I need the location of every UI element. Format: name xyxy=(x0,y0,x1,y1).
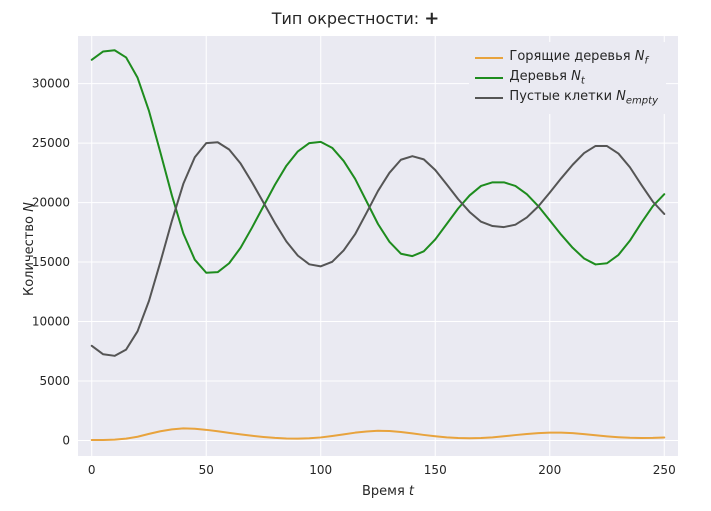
legend-label: Деревья Nt xyxy=(509,69,584,87)
legend-item: Деревья Nt xyxy=(475,68,658,88)
y-gridlines xyxy=(78,84,678,441)
svg-text:100: 100 xyxy=(309,463,332,477)
legend-label: Пустые клетки Nempty xyxy=(509,89,658,107)
svg-text:25000: 25000 xyxy=(32,136,70,150)
svg-text:30000: 30000 xyxy=(32,77,70,91)
chart-legend: Горящие деревья Nf Деревья Nt Пустые клетк… xyxy=(469,42,666,114)
legend-label: Горящие деревья Nf xyxy=(509,49,648,67)
series-burning xyxy=(92,428,665,440)
svg-text:15000: 15000 xyxy=(32,255,70,269)
svg-text:10000: 10000 xyxy=(32,315,70,329)
svg-text:150: 150 xyxy=(424,463,447,477)
legend-swatch xyxy=(475,97,503,99)
series-empty xyxy=(92,142,665,356)
y-axis-label: Количество N xyxy=(22,202,37,296)
chart-container: Тип окрестности: + 050100150200250 05000… xyxy=(0,0,711,511)
plot-area: 050100150200250 050001000015000200002500… xyxy=(78,36,678,456)
svg-text:50: 50 xyxy=(199,463,214,477)
svg-text:250: 250 xyxy=(653,463,676,477)
legend-item: Горящие деревья Nf xyxy=(475,48,658,68)
svg-text:20000: 20000 xyxy=(32,196,70,210)
legend-item: Пустые клетки Nempty xyxy=(475,88,658,108)
x-axis-label: Время t xyxy=(338,484,438,499)
title-symbol: + xyxy=(424,8,439,29)
svg-text:0: 0 xyxy=(62,434,70,448)
y-tick-labels: 0 5000 10000 15000 20000 25000 30000 xyxy=(32,77,70,448)
title-prefix: Тип окрестности: xyxy=(272,9,425,28)
chart-title: Тип окрестности: + xyxy=(0,8,711,29)
svg-text:0: 0 xyxy=(88,463,96,477)
svg-text:5000: 5000 xyxy=(39,374,70,388)
legend-swatch xyxy=(475,77,503,79)
x-tick-labels: 0 50 100 150 200 250 xyxy=(88,463,676,477)
svg-text:200: 200 xyxy=(538,463,561,477)
legend-swatch xyxy=(475,57,503,59)
